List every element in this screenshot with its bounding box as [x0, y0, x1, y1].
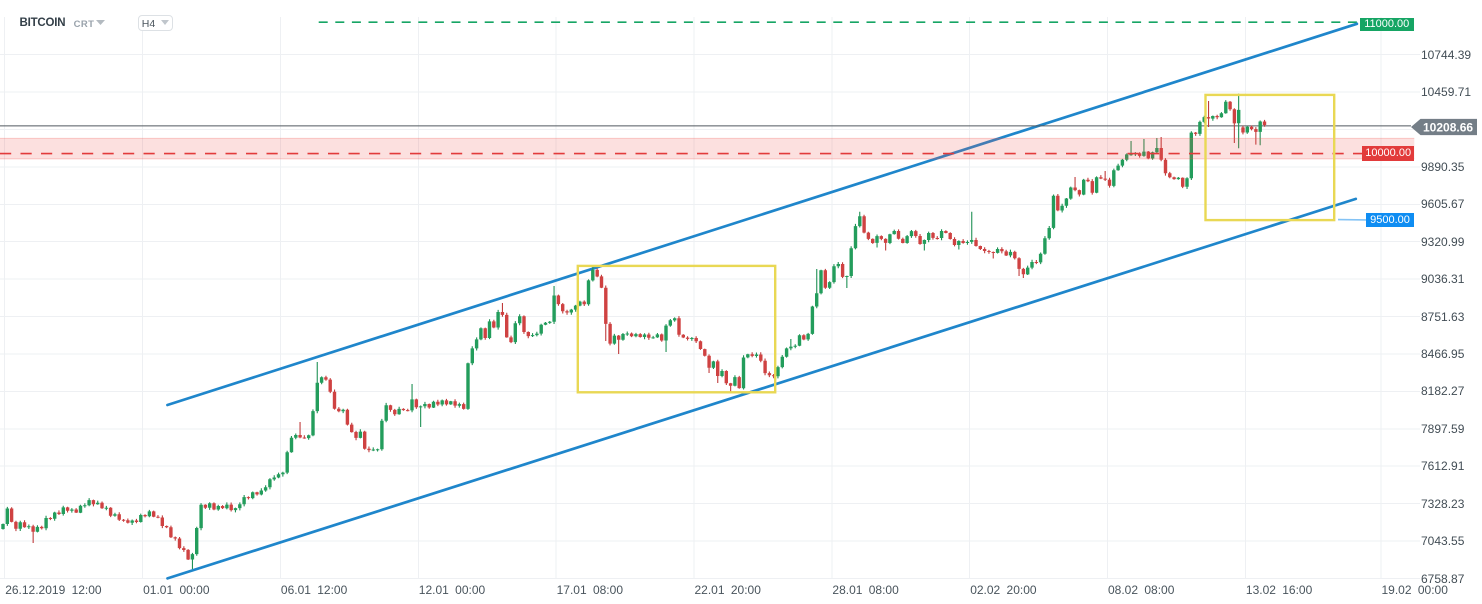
svg-text:10208.66: 10208.66 — [1423, 120, 1473, 134]
